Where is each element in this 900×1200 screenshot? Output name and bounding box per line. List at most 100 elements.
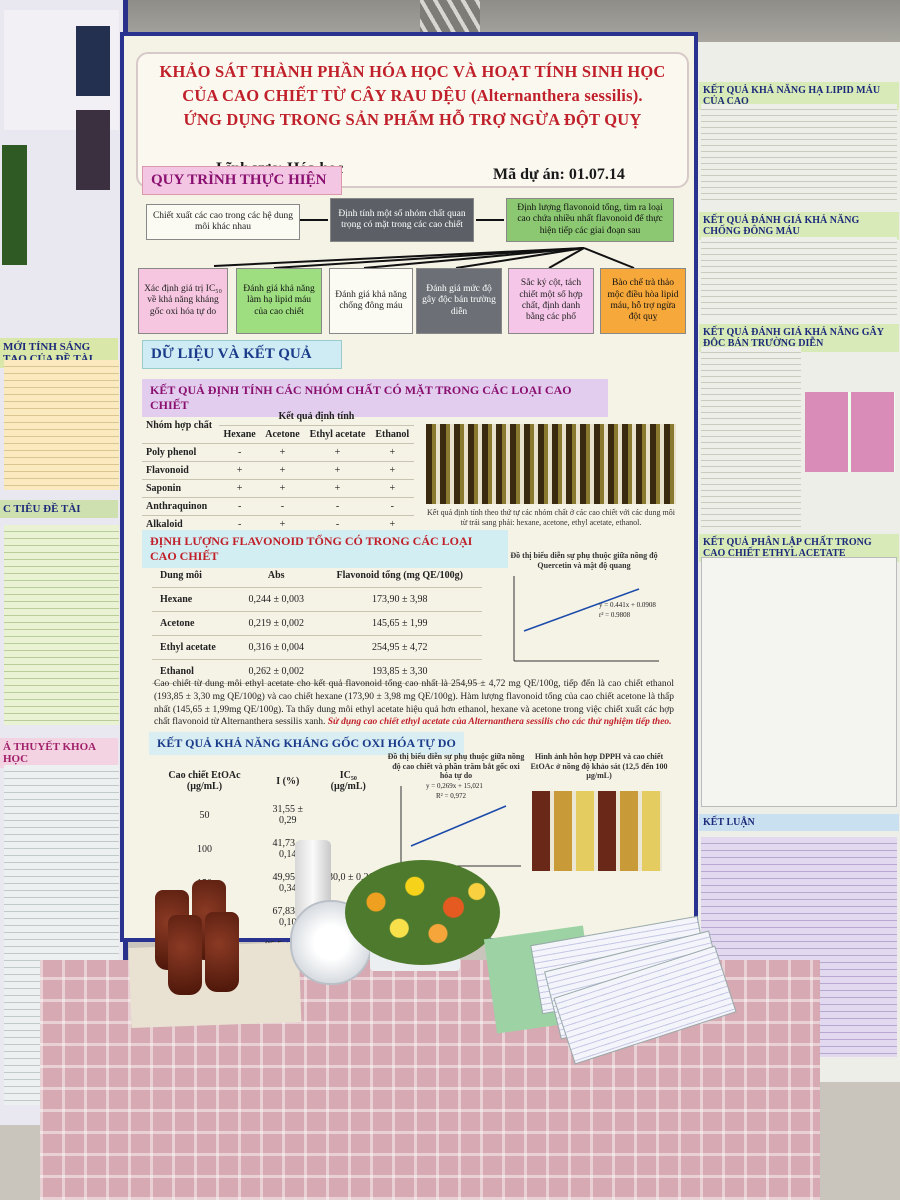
header-cell: Kết quả định tính [218, 408, 414, 426]
plant-photo [2, 145, 27, 265]
flavonoid-table: Dung môi Abs Flavonoid tổng (mg QE/100g) He… [152, 564, 482, 684]
table-cell: 100 [196, 843, 212, 855]
photo-caption: Hình ảnh hỗn hợp DPPH và cao chiết EtOAc… [530, 752, 668, 781]
right-table [701, 347, 801, 527]
table-row: Ethanol 0,262 ± 0,002 193,85 ± 3,30 [152, 659, 482, 684]
discussion: Cao chiết từ dung môi ethyl acetate cho … [154, 678, 674, 729]
photo-caption: Kết quả định tính theo thứ tự các nhóm c… [427, 508, 675, 527]
flow-arrows [213, 219, 635, 269]
table-row: Flavonoid + + + + [142, 461, 414, 480]
table-cell: + [260, 461, 305, 480]
r-squared: R² = 0,972 [436, 792, 466, 800]
table-cell: + [370, 479, 414, 498]
table-cell: 0,244 ± 0,003 [234, 587, 318, 612]
header-cell: I (%) [276, 775, 300, 787]
subsection-heading: KẾT QUẢ KHẢ NĂNG KHÁNG GỐC OXI HÓA TỰ DO [149, 732, 464, 755]
poster: KHẢO SÁT THÀNH PHẦN HÓA HỌC VÀ HOẠT TÍNH… [120, 32, 698, 951]
header-row: Cao chiết EtOAc (µg/mL) I (%) IC₅₀ (µg/mL) [150, 764, 380, 798]
title-line: CỦA CAO CHIẾT TỪ CÂY RAU DỆU (Alternanth… [182, 86, 643, 105]
table-row: 50 31,55 ± 0,29 130,0 ± 0,21 [150, 798, 380, 883]
table-cell: - [218, 443, 261, 462]
table-cell: 67,83 ± 0,10 [272, 906, 304, 928]
table-cell: - [370, 497, 414, 516]
qualitative-table: Nhóm hợp chất Kết quả định tính Hexane Acet… [142, 408, 414, 534]
photo [76, 26, 110, 96]
table-cell: Anthraquinon [142, 497, 219, 516]
table-cell: Ethanol [152, 659, 235, 684]
left-text-block [4, 360, 119, 490]
flow-branch: Đánh giá khả năng làm hạ lipid máu của c… [236, 268, 322, 334]
title-line: KHẢO SÁT THÀNH PHẦN HÓA HỌC VÀ HOẠT TÍNH… [159, 62, 666, 81]
plot-caption: Đồ thị biểu diễn sự phụ thuộc giữa nồng … [510, 551, 658, 570]
flow-branch: Đánh giá khả năng chống đông máu [329, 268, 413, 334]
table-cell: Acetone [152, 611, 235, 636]
table-cell: Flavonoid [142, 461, 219, 480]
plot-caption: Đồ thị biểu diễn sự phụ thuộc giữa nồng … [387, 752, 525, 781]
ic50-cell: 130,0 ± 0,21 [323, 872, 374, 883]
table-cell: + [304, 479, 371, 498]
section-heading: QUY TRÌNH THỰC HIỆN [142, 166, 342, 195]
left-text-block [4, 525, 119, 725]
flowchart: Chiết xuất các cao trong các hệ dung môi… [124, 196, 702, 346]
table-cell: 41,73 ± 0,14 [272, 838, 304, 860]
table-cell: Hexane [152, 587, 235, 612]
header-cell: Acetone [260, 425, 305, 444]
table-cell: Ethyl acetate [152, 635, 235, 660]
title-line: ỨNG DỤNG TRONG SẢN PHẨM HỖ TRỢ NGỪA ĐỘT … [183, 110, 642, 129]
header-cell: Abs [234, 564, 318, 588]
table-row: 100 41,73 ± 0,14 [150, 832, 380, 866]
table-row: Hexane 0,244 ± 0,003 173,90 ± 3,98 [152, 587, 482, 612]
table-cell: 0,219 ± 0,002 [234, 611, 318, 636]
header-cell: Dung môi [152, 564, 235, 588]
table-cell: 173,90 ± 3,98 [317, 587, 482, 612]
isolation-scheme [701, 557, 897, 807]
project-code: Mã dự án: 01.07.14 [493, 166, 625, 183]
histology-photo [805, 392, 895, 472]
table-cell: + [218, 461, 261, 480]
dpph-photo [532, 791, 662, 871]
table-cell: - [304, 497, 371, 516]
right-heading: KẾT QUẢ ĐÁNH GIÁ KHẢ NĂNG CHỐNG ĐÔNG MÁU [699, 212, 899, 240]
flow-step: Chiết xuất các cao trong các hệ dung môi… [146, 204, 300, 240]
fit-line [410, 805, 507, 847]
flow-branch: Xác định giá trị IC₅₀ về khả năng kháng … [138, 268, 228, 334]
flow-step: Định lượng flavonoid tổng, tìm ra loại c… [506, 198, 674, 242]
header-cell: Ethyl acetate [304, 425, 371, 444]
table-cell: + [370, 443, 414, 462]
header-row: Hexane Acetone Ethyl acetate Ethanol [142, 425, 414, 444]
table-row: Acetone 0,219 ± 0,002 145,65 ± 1,99 [152, 611, 482, 636]
bottle [205, 912, 239, 992]
tubes-photo [426, 424, 676, 504]
table-row: Saponin + + + + [142, 479, 414, 498]
subsection-heading: ĐỊNH LƯỢNG FLAVONOID TỔNG CÓ TRONG CÁC L… [142, 530, 508, 568]
table-row: Ethyl acetate 0,316 ± 0,004 254,95 ± 4,72 [152, 635, 482, 660]
table-cell: + [304, 461, 371, 480]
calibration-plot: y = 0.441x + 0.0908 r² = 0.9808 [513, 576, 659, 662]
table-row: Alkaloid - + - + [142, 515, 414, 534]
table-cell: Saponin [142, 479, 219, 498]
header-row: Nhóm hợp chất Kết quả định tính [142, 408, 414, 444]
flow-branch: Đánh giá mức độ gây độc bán trường diễn [416, 268, 502, 334]
table-cell: 193,85 ± 3,30 [317, 659, 482, 684]
header-cell: Flavonoid tổng (mg QE/100g) [317, 564, 482, 588]
table-cell: 0,316 ± 0,004 [234, 635, 318, 660]
fit-line [523, 588, 640, 632]
flow-branch: Bào chế trà thảo mộc điều hòa lipid máu,… [600, 268, 686, 334]
equation: y = 0,269x + 15,021 [426, 782, 483, 790]
table-cell: 31,55 ± 0,29 [272, 804, 304, 826]
header-cell: IC₅₀ (µg/mL) [330, 770, 366, 792]
table-cell: 145,65 ± 1,99 [317, 611, 482, 636]
left-heading: C TIÊU ĐỀ TÀI [0, 500, 118, 518]
header-cell: Cao chiết EtOAc (µg/mL) [168, 770, 241, 792]
header-cell: Ethanol [370, 425, 414, 444]
table-row: Poly phenol - + + + [142, 443, 414, 462]
equation: y = 0.441x + 0.0908 [599, 601, 656, 609]
flowers [345, 860, 500, 965]
conclusion-text: Sử dụng cao chiết ethyl acetate của Alte… [327, 717, 672, 728]
header-row: Dung môi Abs Flavonoid tổng (mg QE/100g) [152, 564, 482, 588]
table-cell: + [260, 443, 305, 462]
header-cell: Hexane [218, 425, 261, 444]
right-table [701, 104, 897, 204]
table-cell: - [218, 497, 261, 516]
